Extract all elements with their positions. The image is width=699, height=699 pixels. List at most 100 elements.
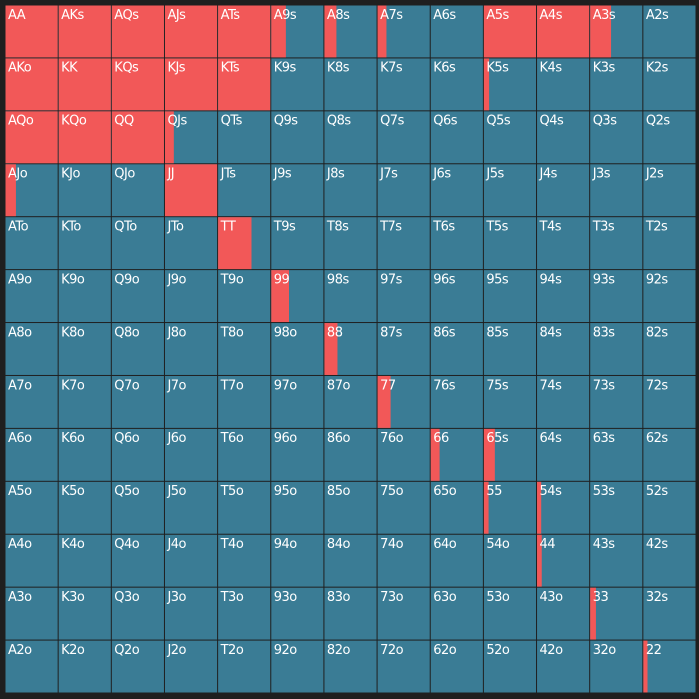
hand-label: J2s — [645, 167, 664, 182]
hand-label: 97s — [380, 272, 403, 287]
hand-label: QJs — [167, 114, 187, 129]
cell-bg — [58, 164, 111, 217]
hand-label: T3o — [220, 590, 244, 605]
cell-bg — [377, 587, 430, 640]
hand-cell: 72o — [377, 640, 430, 693]
hand-label: 66 — [433, 431, 449, 446]
hand-cell: Q3s — [590, 111, 643, 164]
hand-label: Q8o — [114, 325, 140, 340]
hand-cell: Q4s — [537, 111, 590, 164]
hand-label: JJ — [166, 167, 174, 182]
hand-label: 55 — [486, 484, 502, 499]
cell-bg — [111, 534, 164, 587]
hand-label: QTs — [221, 114, 243, 129]
cell-bg — [483, 534, 537, 587]
cell-bg — [218, 323, 271, 375]
cell-bg — [430, 111, 483, 164]
hand-label: 43s — [593, 537, 616, 552]
hand-cell: 66 — [430, 428, 483, 481]
cell-bg — [164, 375, 218, 428]
cell-bg — [590, 323, 643, 375]
raise-bar — [58, 58, 111, 111]
hand-cell: K6o — [58, 428, 111, 481]
cell-bg — [430, 481, 483, 534]
cell-bg — [590, 111, 643, 164]
hand-cell: 22 — [643, 640, 696, 693]
hand-label: J9s — [273, 167, 292, 182]
cell-bg — [483, 164, 537, 217]
hand-label: KTo — [61, 219, 81, 234]
hand-label: J2o — [166, 643, 186, 658]
cell-bg — [324, 640, 377, 693]
hand-label: 32s — [646, 590, 669, 605]
hand-cell: 65s — [483, 428, 537, 481]
hand-cell: T4s — [537, 217, 590, 270]
hand-cell: 62o — [430, 640, 483, 693]
hand-cell: T3s — [590, 217, 643, 270]
hand-cell: 94s — [537, 270, 590, 323]
hand-cell: JJ — [164, 164, 218, 217]
hand-cell: T2s — [643, 217, 696, 270]
hand-label: K7o — [61, 378, 85, 393]
raise-bar — [58, 111, 111, 164]
hand-cell: T3o — [218, 587, 271, 640]
hand-cell: 33 — [590, 587, 643, 640]
hand-label: TT — [220, 219, 236, 234]
hand-label: 75o — [380, 484, 404, 499]
hand-cell: 32o — [590, 640, 643, 693]
raise-bar — [111, 58, 164, 111]
hand-label: 33 — [593, 590, 609, 605]
cell-bg — [377, 323, 430, 375]
cell-bg — [5, 587, 58, 640]
cell-bg — [218, 640, 271, 693]
hand-label: K3s — [593, 61, 616, 76]
hand-cell: 84s — [537, 323, 590, 375]
hand-cell: Q6s — [430, 111, 483, 164]
hand-cell: T4o — [218, 534, 271, 587]
hand-label: 99 — [274, 272, 290, 287]
hand-cell: A7s — [377, 5, 430, 58]
hand-cell: T8o — [218, 323, 271, 375]
hand-cell: 82o — [324, 640, 377, 693]
hand-cell: JTo — [164, 217, 218, 270]
hand-label: ATo — [8, 219, 29, 234]
raise-bar — [5, 58, 58, 111]
cell-bg — [643, 164, 696, 217]
hand-cell: AQs — [111, 5, 164, 58]
cell-bg — [218, 270, 271, 323]
cell-bg — [5, 323, 58, 375]
hand-cell: 84o — [324, 534, 377, 587]
hand-cell: J8o — [164, 323, 218, 375]
cell-bg — [324, 58, 377, 111]
raise-bar — [5, 5, 58, 58]
hand-cell: Q2o — [111, 640, 164, 693]
raise-bar — [218, 5, 271, 58]
hand-label: Q4s — [540, 114, 565, 129]
cell-bg — [483, 217, 537, 270]
hand-label: 72s — [646, 378, 669, 393]
hand-cell: T7o — [218, 375, 271, 428]
cell-bg — [271, 323, 324, 375]
hand-label: A9s — [274, 8, 297, 23]
raise-bar — [537, 534, 542, 587]
cell-bg — [164, 217, 218, 270]
hand-cell: 87o — [324, 375, 377, 428]
hand-label: T9s — [273, 219, 296, 234]
hand-cell: 76o — [377, 428, 430, 481]
raise-bar — [537, 481, 542, 534]
hand-cell: 93o — [271, 587, 324, 640]
hand-label: 82o — [327, 643, 351, 658]
hand-cell: A6o — [5, 428, 58, 481]
hand-label: 94o — [274, 537, 298, 552]
hand-cell: 97o — [271, 375, 324, 428]
hand-cell: KTo — [58, 217, 111, 270]
cell-bg — [58, 481, 111, 534]
hand-label: 42o — [540, 643, 564, 658]
hand-cell: A5s — [483, 5, 537, 58]
hand-cell: 75s — [483, 375, 537, 428]
hand-label: J6o — [166, 431, 186, 446]
hand-cell: 86s — [430, 323, 483, 375]
hand-label: 95o — [274, 484, 298, 499]
cell-bg — [377, 217, 430, 270]
hand-cell: 76s — [430, 375, 483, 428]
